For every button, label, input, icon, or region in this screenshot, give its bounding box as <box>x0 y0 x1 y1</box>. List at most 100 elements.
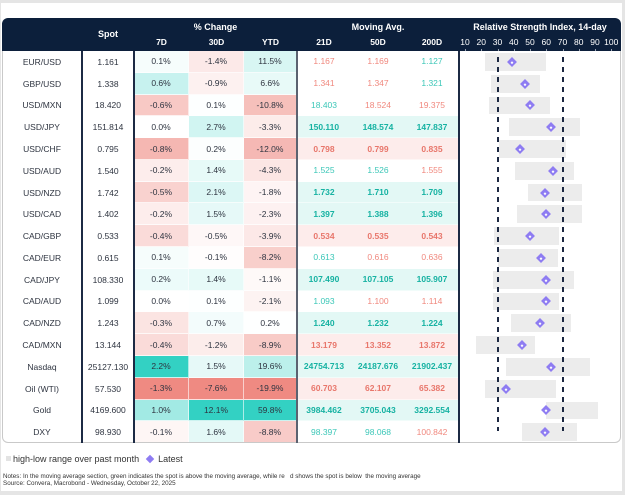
table-row: EUR/USD 1.161 0.1% -1.4% 11.5% 1.167 1.169 1.12… <box>2 51 621 73</box>
table-row: Oil (WTI) 57.530 -1.3% -7.6% -19.9% 60.703 62.… <box>2 377 621 400</box>
pct-change-30d: -0.5% <box>189 225 244 248</box>
moving-avg-200d: 147.837 <box>405 116 459 139</box>
rsi-cell <box>459 377 621 400</box>
moving-avg-21d: 0.798 <box>297 138 351 160</box>
row-label: CAD/AUD <box>22 296 62 307</box>
moving-avg-200d-header: 200D <box>421 37 443 47</box>
rsi-tick-mark <box>481 49 483 51</box>
pct-change-ytd: -4.3% <box>244 159 297 182</box>
moving-avg-200d: 1.114 <box>405 290 459 313</box>
notes-text: Notes: In the moving average section, gr… <box>3 473 421 480</box>
pct-change-7d-header: 7D <box>156 37 167 47</box>
rsi-cell <box>459 312 621 335</box>
pct-change-ytd: -1.8% <box>244 181 297 204</box>
row-label: CAD/MXN <box>22 340 62 351</box>
rsi-range-bar <box>492 270 574 289</box>
moving-avg-21d: 0.534 <box>297 225 351 248</box>
moving-avg-50d: 24187.676 <box>351 355 405 378</box>
row-label: GBP/USD <box>22 78 62 89</box>
table-row: CAD/NZD 1.243 -0.3% 0.7% 0.2% 1.240 1.232 1.224 <box>2 312 621 335</box>
rsi-range-bar <box>484 379 556 398</box>
pct-change-30d-header: 30D <box>208 37 225 47</box>
moving-avg-21d: 18.403 <box>297 94 351 117</box>
pct-change-30d: -0.1% <box>189 247 244 269</box>
moving-avg-21d: 1.093 <box>297 290 351 313</box>
rsi-cell <box>459 181 621 204</box>
rsi-cell <box>459 225 621 248</box>
moving-avg-50d: 62.107 <box>351 377 405 400</box>
moving-avg-50d: 13.352 <box>351 334 405 356</box>
spot-value: 18.420 <box>95 100 121 111</box>
spot-value: 57.530 <box>95 383 121 394</box>
spot-value: 1.402 <box>97 209 119 220</box>
moving-avg-21d: 3984.462 <box>297 399 351 422</box>
spot-value: 1.742 <box>97 187 119 198</box>
moving-avg-50d: 1.232 <box>351 312 405 335</box>
pct-change-7d: 1.0% <box>134 399 189 422</box>
rsi-cell <box>459 138 621 160</box>
pct-change-ytd: -19.9% <box>244 377 297 400</box>
table-row: USD/JPY 151.814 0.0% 2.7% -3.3% 150.110 148.57… <box>2 116 621 139</box>
fx-dashboard-table: Spot % Change 7D 30D YTD Moving Avg. 21D… <box>2 18 621 444</box>
pct-change-30d: 0.1% <box>189 290 244 313</box>
moving-avg-21d: 107.490 <box>297 268 351 291</box>
moving-avg-200d: 100.842 <box>405 421 459 444</box>
moving-avg-50d: 1.710 <box>351 181 405 204</box>
spot-value: 151.814 <box>92 122 124 133</box>
rsi-cell <box>459 399 621 422</box>
spot-value: 0.615 <box>97 252 119 263</box>
moving-avg-200d: 21902.437 <box>405 355 459 378</box>
legend-latest-label: Latest <box>158 453 183 464</box>
moving-avg-21d-header: 21D <box>316 37 332 47</box>
rsi-cell <box>459 159 621 182</box>
rsi-tick-label: 60 <box>541 37 551 47</box>
rsi-tick-label: 20 <box>476 37 486 47</box>
table-row: CAD/MXN 13.144 -0.4% -1.2% -8.9% 13.179 13.352… <box>2 334 621 356</box>
moving-avg-50d: 0.535 <box>351 225 405 248</box>
rsi-range-bar <box>546 401 599 420</box>
moving-avg-200d: 1.321 <box>405 72 459 95</box>
pct-change-ytd: -1.1% <box>244 268 297 291</box>
moving-avg-200d: 0.636 <box>405 247 459 269</box>
table-row: CAD/EUR 0.615 0.1% -0.1% -8.2% 0.613 0.616 0.63… <box>2 247 621 269</box>
rsi-tick-mark <box>513 49 515 51</box>
rsi-tick-label: 80 <box>574 37 584 47</box>
row-label: USD/CAD <box>22 209 62 220</box>
pct-change-7d: 0.0% <box>134 116 189 139</box>
pct-change-30d: 0.2% <box>189 138 244 160</box>
rsi-range-bar <box>508 118 581 137</box>
pct-change-7d: -0.1% <box>134 421 189 444</box>
table-row: Nasdaq 25127.130 2.2% 1.5% 19.6% 24754.713 241… <box>2 355 621 378</box>
pct-change-7d: 0.1% <box>134 247 189 269</box>
rsi-tick-label: 10 <box>460 37 470 47</box>
rsi-tick-mark <box>562 49 564 51</box>
moving-avg-200d: 105.907 <box>405 268 459 291</box>
pct-change-30d: 0.7% <box>189 312 244 335</box>
rsi-cell <box>459 94 621 117</box>
pct-change-30d: -0.9% <box>189 72 244 95</box>
rsi-tick-mark <box>578 49 580 51</box>
pct-change-7d: -0.4% <box>134 334 189 356</box>
pct-change-30d: 1.4% <box>189 268 244 291</box>
moving-avg-200d: 65.382 <box>405 377 459 400</box>
rsi-group-header: Relative Strength Index, 14-day <box>473 22 607 32</box>
moving-avg-200d: 0.543 <box>405 225 459 248</box>
rsi-cell <box>459 355 621 378</box>
rsi-cell <box>459 116 621 139</box>
pct-change-7d: -0.5% <box>134 181 189 204</box>
pct-change-ytd: 19.6% <box>244 355 297 378</box>
table-header: Spot % Change 7D 30D YTD Moving Avg. 21D… <box>2 18 621 51</box>
pct-change-7d: 2.2% <box>134 355 189 378</box>
moving-avg-200d: 1.555 <box>405 159 459 182</box>
rsi-range-bar <box>491 74 540 93</box>
moving-avg-50d: 1.388 <box>351 203 405 226</box>
table-row: Gold 4169.600 1.0% 12.1% 59.8% 3984.462 3705.0… <box>2 399 621 422</box>
source-text: Source: Convera, Macrobond - Wednesday, … <box>3 480 176 487</box>
row-label: CAD/EUR <box>22 252 62 263</box>
table-row: DXY 98.930 -0.1% 1.6% -8.8% 98.397 98.068 100.8… <box>2 421 621 444</box>
moving-avg-50d: 3705.043 <box>351 399 405 422</box>
rsi-tick-mark <box>611 49 613 51</box>
spot-value: 4169.600 <box>90 405 126 416</box>
rsi-axis: 10 20 30 40 50 60 70 80 90 100 <box>459 18 621 51</box>
moving-avg-50d: 1.526 <box>351 159 405 182</box>
